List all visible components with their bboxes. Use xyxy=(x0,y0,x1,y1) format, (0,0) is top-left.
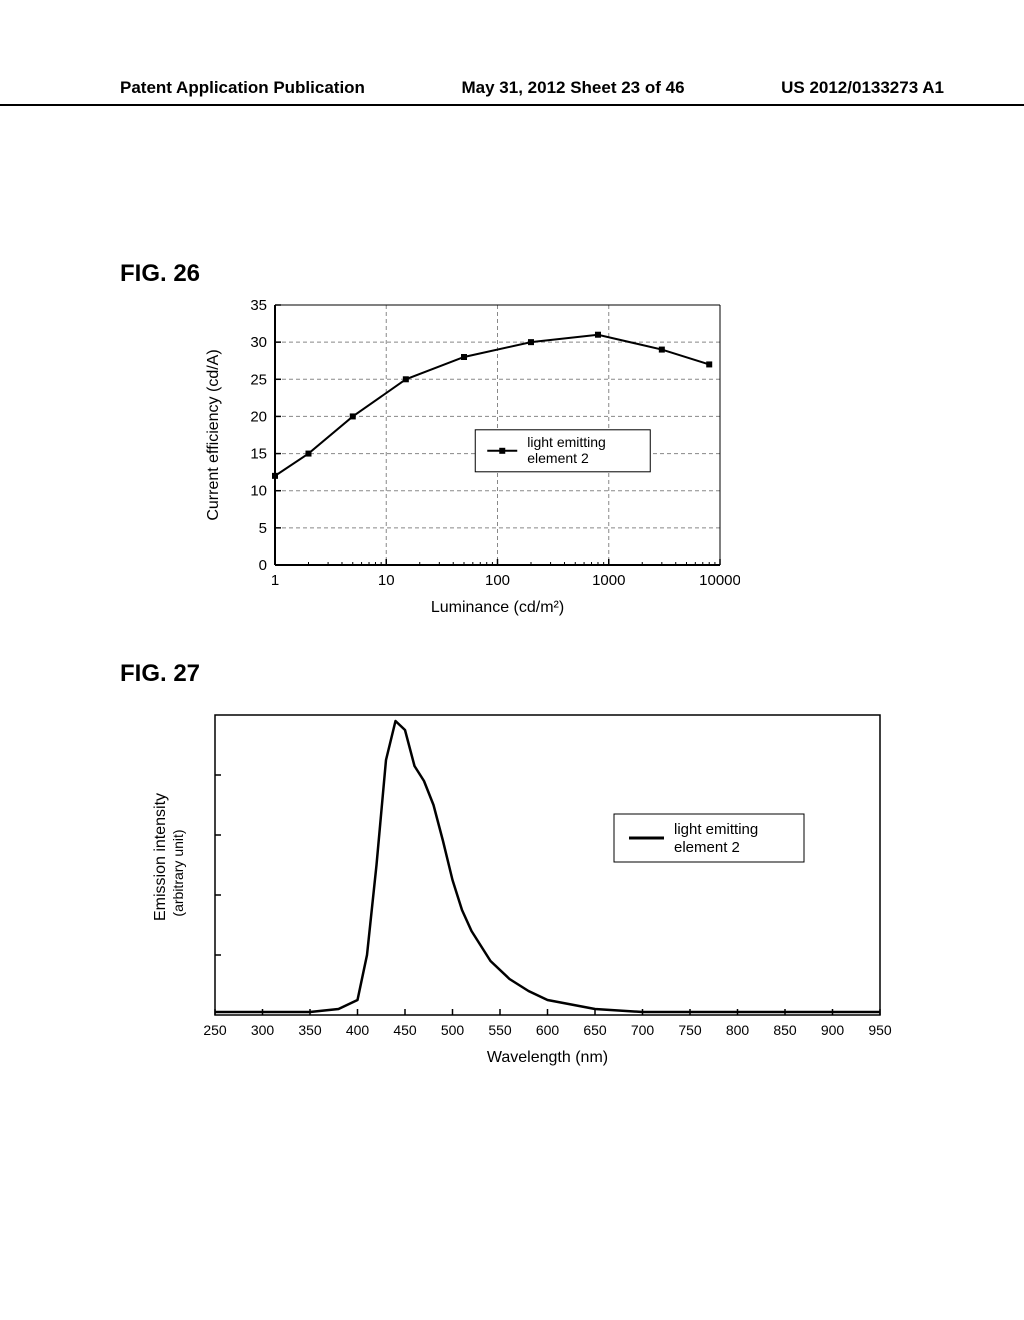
svg-text:5: 5 xyxy=(259,520,267,537)
svg-text:1: 1 xyxy=(271,572,279,589)
svg-text:25: 25 xyxy=(250,371,267,388)
svg-text:Current efficiency (cd/A): Current efficiency (cd/A) xyxy=(205,349,222,520)
svg-text:900: 900 xyxy=(821,1022,845,1038)
svg-text:550: 550 xyxy=(488,1022,512,1038)
svg-text:Emission intensity: Emission intensity xyxy=(152,793,169,921)
svg-text:750: 750 xyxy=(678,1022,702,1038)
svg-text:700: 700 xyxy=(631,1022,655,1038)
svg-text:650: 650 xyxy=(583,1022,607,1038)
svg-text:250: 250 xyxy=(203,1022,227,1038)
fig26-svg: 0 5 10 15 20 25 30 35 1 10 100 1000 10000 Luminance (… xyxy=(200,290,740,620)
svg-text:850: 850 xyxy=(773,1022,797,1038)
svg-text:500: 500 xyxy=(441,1022,465,1038)
svg-text:light emitting: light emitting xyxy=(527,434,606,450)
svg-text:(arbitrary unit): (arbitrary unit) xyxy=(170,829,186,916)
svg-text:100: 100 xyxy=(485,572,510,589)
fig26-chart: 0 5 10 15 20 25 30 35 1 10 100 1000 10000 Luminance (… xyxy=(200,290,740,625)
svg-text:35: 35 xyxy=(250,297,267,314)
header-center: May 31, 2012 Sheet 23 of 46 xyxy=(462,78,685,98)
svg-text:600: 600 xyxy=(536,1022,560,1038)
svg-text:Wavelength (nm): Wavelength (nm) xyxy=(487,1049,608,1066)
header-left: Patent Application Publication xyxy=(120,78,365,98)
svg-text:800: 800 xyxy=(726,1022,750,1038)
svg-text:350: 350 xyxy=(298,1022,322,1038)
fig27-label: FIG. 27 xyxy=(120,660,200,688)
svg-text:300: 300 xyxy=(251,1022,275,1038)
svg-text:10: 10 xyxy=(378,572,395,589)
fig27-chart: 250 300 350 400 450 500 550 600 650 700 750 800 850 9… xyxy=(135,700,895,1075)
svg-text:10000: 10000 xyxy=(699,572,740,589)
svg-text:450: 450 xyxy=(393,1022,417,1038)
svg-text:950: 950 xyxy=(868,1022,892,1038)
fig27-svg: 250 300 350 400 450 500 550 600 650 700 750 800 850 9… xyxy=(135,700,895,1070)
svg-text:400: 400 xyxy=(346,1022,370,1038)
svg-text:element 2: element 2 xyxy=(674,839,740,856)
page-header: Patent Application Publication May 31, 2… xyxy=(0,78,1024,106)
svg-text:light emitting: light emitting xyxy=(674,821,758,838)
svg-text:element 2: element 2 xyxy=(527,450,589,466)
svg-text:15: 15 xyxy=(250,446,267,463)
svg-text:1000: 1000 xyxy=(592,572,625,589)
svg-text:30: 30 xyxy=(250,334,267,351)
fig26-label: FIG. 26 xyxy=(120,260,200,288)
header-right: US 2012/0133273 A1 xyxy=(781,78,944,98)
svg-text:20: 20 xyxy=(250,408,267,425)
svg-text:Luminance (cd/m²): Luminance (cd/m²) xyxy=(431,599,564,616)
svg-text:10: 10 xyxy=(250,483,267,500)
svg-text:0: 0 xyxy=(259,557,267,574)
